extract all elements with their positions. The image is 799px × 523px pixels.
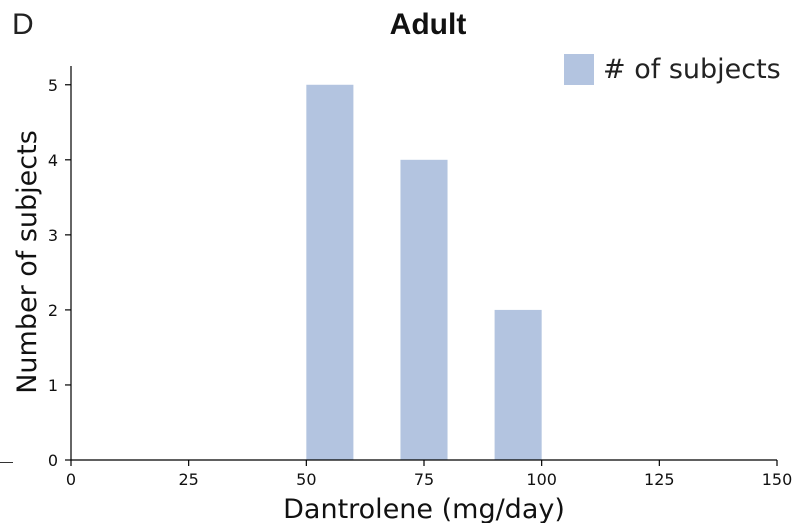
y-axis-label: Number of subjects [12, 130, 43, 394]
y-tick-label-3: 3 [48, 226, 58, 245]
bar-2 [494, 309, 542, 460]
legend-swatch [564, 54, 594, 85]
panel-label: D [12, 8, 34, 41]
stray-tick-mark [0, 462, 13, 463]
legend-label: # of subjects [603, 54, 781, 85]
y-tick-label-1: 1 [48, 376, 58, 395]
axes-layer: 0 25 50 75 100 125 150 0 1 2 3 4 5 [48, 66, 792, 489]
chart-title: Adult [389, 8, 467, 41]
x-tick-label-6: 150 [762, 470, 793, 489]
y-tick-label-0: 0 [48, 451, 58, 470]
x-tick-label-3: 75 [414, 470, 434, 489]
bars-layer [306, 84, 542, 461]
x-tick-label-4: 100 [526, 470, 557, 489]
x-tick-label-1: 25 [178, 470, 198, 489]
bar-0 [306, 84, 354, 460]
y-tick-label-5: 5 [48, 76, 58, 95]
x-tick-label-2: 50 [296, 470, 316, 489]
x-axis-label: Dantrolene (mg/day) [283, 494, 565, 523]
x-tick-label-0: 0 [66, 470, 76, 489]
y-tick-label-2: 2 [48, 301, 58, 320]
x-tick-label-5: 125 [644, 470, 675, 489]
y-tick-label-4: 4 [48, 151, 58, 170]
legend: # of subjects [564, 54, 781, 85]
bar-1 [400, 159, 448, 461]
